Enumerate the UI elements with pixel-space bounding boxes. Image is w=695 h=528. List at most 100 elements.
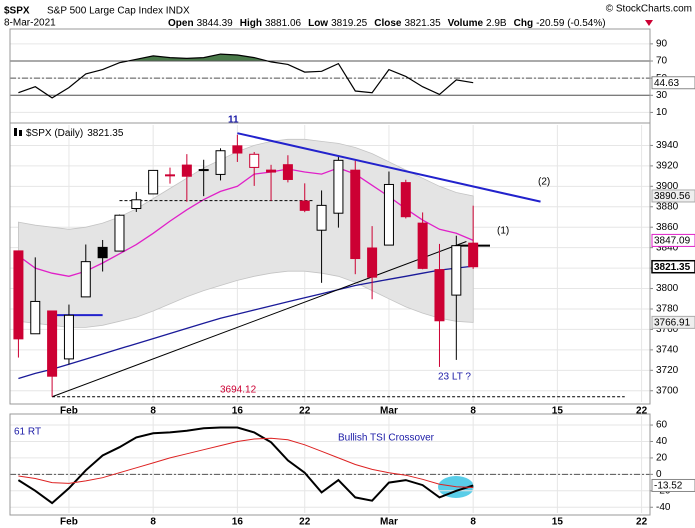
y-tick-label: 60 [656, 420, 668, 431]
x-tick-label: Feb [60, 406, 78, 417]
quote-value: 3881.06 [265, 18, 302, 29]
overbought-area [18, 54, 474, 61]
index-name: S&P 500 Large Cap Index INDX [47, 6, 190, 17]
candle-body [468, 242, 479, 268]
candle-body [131, 199, 142, 210]
y-tick-label: 3720 [656, 365, 679, 376]
quote-label: Volume [448, 18, 484, 29]
candle-body [13, 250, 24, 340]
candle-body [266, 169, 277, 173]
x-tick-label: 8 [470, 517, 476, 528]
annotation: Bullish TSI Crossover [338, 433, 435, 444]
y-tick-label: 3760 [656, 324, 679, 335]
series-line [17, 426, 474, 505]
candle-body [181, 164, 192, 177]
y-tick-label: 20 [656, 453, 668, 464]
candle-body [148, 169, 159, 195]
candle-body [63, 314, 74, 360]
trendline [51, 241, 467, 398]
candle-body [232, 145, 243, 154]
x-tick-label: Mar [380, 406, 398, 417]
x-tick-label: 22 [299, 517, 311, 528]
quote-value: 2.9B [486, 18, 507, 29]
last-value-box [651, 478, 695, 492]
candle-body [282, 164, 293, 180]
candle-body [165, 174, 175, 177]
last-value-label: 3890.56 [654, 191, 691, 202]
legend-label: $SPX (Daily) [26, 128, 83, 139]
credit: © StockCharts.com [606, 4, 692, 15]
moving-average [18, 265, 474, 380]
y-tick-label: 0 [656, 469, 662, 480]
candle-body [350, 169, 361, 260]
last-value-label: -13.52 [654, 481, 683, 492]
y-tick-label: 3740 [656, 345, 679, 356]
candle-body [434, 269, 445, 322]
candle-body [249, 153, 260, 168]
candle-body [114, 214, 125, 252]
y-tick-label: 10 [656, 107, 668, 118]
series-line [18, 437, 474, 488]
last-value-box [651, 315, 695, 329]
annotation: (2) [538, 177, 550, 188]
x-tick-label: 16 [232, 517, 244, 528]
quote-label: Close [374, 18, 402, 29]
annotation: 3694.12 [220, 385, 257, 396]
panel-frame [9, 122, 651, 405]
x-tick-label: 8 [470, 406, 476, 417]
quote-value: 3844.39 [197, 18, 234, 29]
y-tick-label: 3920 [656, 161, 679, 172]
x-tick-label: 15 [552, 406, 564, 417]
last-value-box [651, 76, 695, 90]
quote-value: 3819.25 [331, 18, 368, 29]
candle-body [451, 245, 462, 296]
quote-label: High [240, 18, 262, 29]
y-tick-label: 40 [656, 436, 668, 447]
trendline [237, 132, 541, 203]
last-value-label: 3821.35 [654, 262, 691, 273]
series-line [18, 53, 474, 99]
legend-icon [19, 130, 22, 136]
candle-body [316, 204, 327, 231]
quote-value: 3821.35 [404, 18, 441, 29]
annotation: (1) [497, 226, 509, 237]
x-tick-label: Mar [380, 517, 398, 528]
x-tick-label: 16 [232, 406, 244, 417]
candle-body [47, 310, 58, 377]
last-value-label: 3766.91 [654, 318, 691, 329]
last-value-label: 3847.09 [654, 236, 691, 247]
y-tick-label: 90 [656, 38, 668, 49]
y-tick-label: 3880 [656, 201, 679, 212]
quote-value: -20.59 (-0.54%) [536, 18, 605, 29]
annotation: 11 [228, 115, 239, 126]
candle-body [333, 159, 344, 214]
candle-body [215, 150, 226, 175]
candle-body [400, 182, 411, 218]
legend: $SPX (Daily) 3821.35 [26, 128, 124, 139]
panel-frame [9, 413, 651, 516]
candle-body [30, 300, 41, 335]
x-tick-label: 22 [636, 406, 648, 417]
y-tick-label: 70 [656, 56, 668, 67]
x-tick-label: 22 [636, 517, 648, 528]
y-tick-label: -40 [656, 502, 671, 513]
moving-average [18, 167, 474, 277]
legend-value: 3821.35 [87, 128, 124, 139]
candle-body [299, 200, 310, 211]
symbol: $SPX [4, 6, 30, 17]
candle-body [383, 183, 394, 246]
x-tick-label: 22 [299, 406, 311, 417]
candle-body [80, 261, 91, 298]
last-value-label: 44.63 [654, 78, 679, 89]
quote-label: Chg [514, 18, 533, 29]
y-tick-label: 3840 [656, 242, 679, 253]
x-tick-label: 8 [150, 517, 156, 528]
x-tick-label: 15 [552, 517, 564, 528]
y-tick-label: 30 [656, 90, 668, 101]
legend-icon [14, 128, 17, 136]
quote-label: Low [308, 18, 328, 29]
last-value-box [651, 189, 695, 203]
last-value-box [651, 259, 695, 274]
